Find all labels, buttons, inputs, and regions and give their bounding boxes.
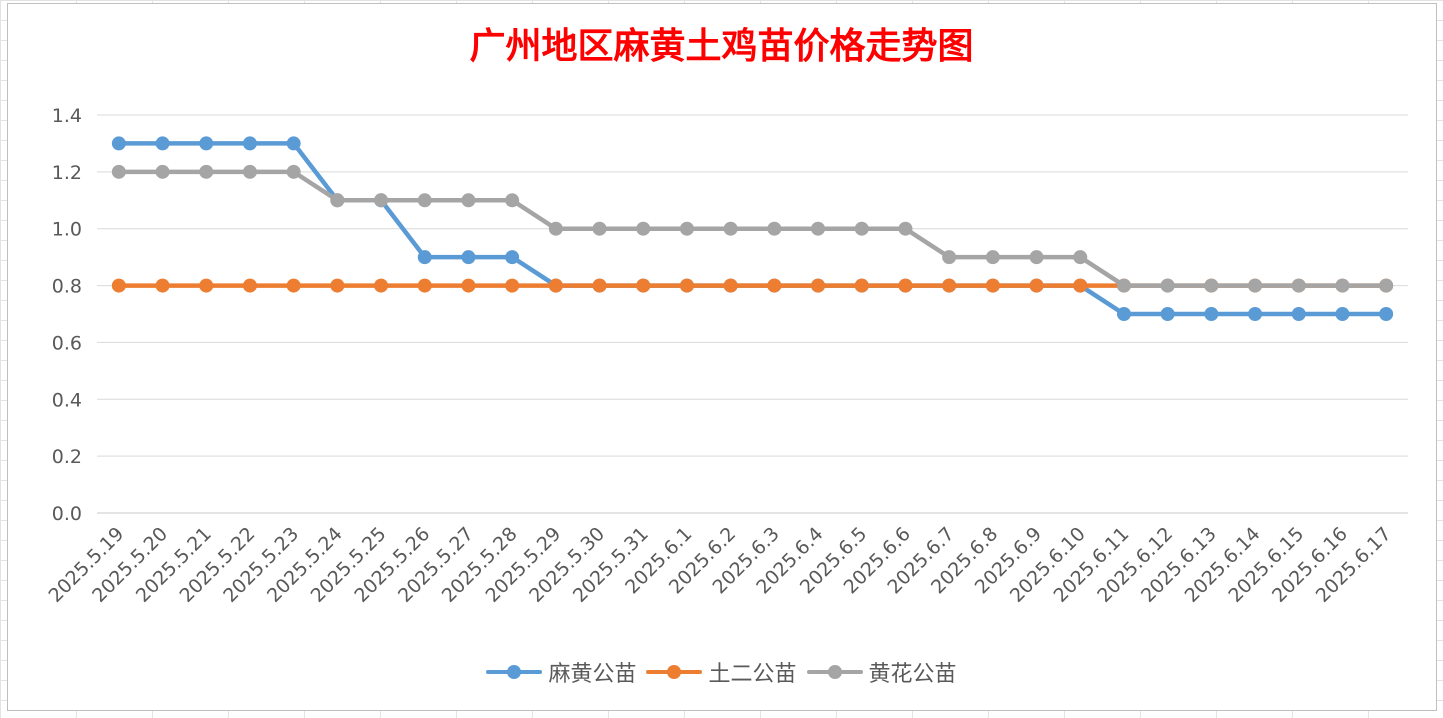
legend: 麻黄公苗 土二公苗 黄花公苗 xyxy=(0,652,1443,692)
data-point[interactable] xyxy=(505,193,520,208)
data-point[interactable] xyxy=(505,278,520,293)
data-point[interactable] xyxy=(1029,250,1044,265)
data-point[interactable] xyxy=(1204,278,1219,293)
data-point[interactable] xyxy=(417,278,432,293)
data-point[interactable] xyxy=(854,221,869,236)
data-point[interactable] xyxy=(942,278,957,293)
y-tick-label: 0.8 xyxy=(52,276,82,298)
data-point[interactable] xyxy=(1160,278,1175,293)
legend-label-0: 麻黄公苗 xyxy=(548,662,637,687)
chart-area[interactable] xyxy=(7,3,1437,711)
data-point[interactable] xyxy=(374,278,389,293)
data-point[interactable] xyxy=(592,221,607,236)
y-tick-label: 1.0 xyxy=(52,219,82,241)
data-point[interactable] xyxy=(1248,278,1263,293)
data-point[interactable] xyxy=(286,164,301,179)
legend-item-2[interactable]: 黄花公苗 xyxy=(806,656,957,688)
y-tick-label: 0.0 xyxy=(52,503,82,525)
data-point[interactable] xyxy=(1073,278,1088,293)
data-point[interactable] xyxy=(111,278,126,293)
data-point[interactable] xyxy=(155,136,170,151)
data-point[interactable] xyxy=(636,221,651,236)
data-point[interactable] xyxy=(1204,307,1219,321)
legend-item-0[interactable]: 麻黄公苗 xyxy=(486,656,636,688)
legend-item-1[interactable]: 土二公苗 xyxy=(646,656,797,688)
data-point[interactable] xyxy=(286,136,301,151)
data-point[interactable] xyxy=(592,278,607,293)
data-point[interactable] xyxy=(242,164,257,179)
data-point[interactable] xyxy=(286,278,301,293)
series-line-2 xyxy=(116,169,1389,288)
data-point[interactable] xyxy=(854,278,869,293)
legend-swatch-0 xyxy=(486,665,543,679)
data-point[interactable] xyxy=(461,193,476,208)
data-point[interactable] xyxy=(461,278,476,293)
data-point[interactable] xyxy=(942,250,957,265)
legend-label-1: 土二公苗 xyxy=(708,662,797,687)
data-point[interactable] xyxy=(1160,307,1175,321)
data-point[interactable] xyxy=(679,278,694,293)
data-point[interactable] xyxy=(767,278,782,293)
data-point[interactable] xyxy=(1335,278,1350,293)
y-tick-label: 0.6 xyxy=(52,332,82,354)
data-point[interactable] xyxy=(199,164,214,179)
data-point[interactable] xyxy=(548,278,563,293)
x-axis-ticks: 2025.5.192025.5.202025.5.212025.5.222025… xyxy=(44,523,1395,607)
data-point[interactable] xyxy=(898,221,913,236)
data-point[interactable] xyxy=(461,250,476,265)
data-point[interactable] xyxy=(155,164,170,179)
y-tick-label: 1.2 xyxy=(52,162,82,184)
data-point[interactable] xyxy=(1379,307,1394,321)
series-lines xyxy=(111,136,1394,321)
data-point[interactable] xyxy=(1116,278,1131,293)
data-point[interactable] xyxy=(242,278,257,293)
data-point[interactable] xyxy=(111,136,126,151)
data-point[interactable] xyxy=(985,278,1000,293)
legend-swatch-2 xyxy=(806,665,863,679)
data-point[interactable] xyxy=(985,250,1000,265)
data-point[interactable] xyxy=(242,136,257,151)
data-point[interactable] xyxy=(199,136,214,151)
data-point[interactable] xyxy=(723,221,738,236)
data-point[interactable] xyxy=(1335,307,1350,321)
data-point[interactable] xyxy=(811,221,826,236)
chart-title: 广州地区麻黄土鸡苗价格走势图 xyxy=(469,25,974,67)
data-point[interactable] xyxy=(417,193,432,208)
data-point[interactable] xyxy=(1116,307,1131,321)
data-point[interactable] xyxy=(330,278,345,293)
data-point[interactable] xyxy=(330,193,345,208)
data-point[interactable] xyxy=(636,278,651,293)
data-point[interactable] xyxy=(111,164,126,179)
data-point[interactable] xyxy=(679,221,694,236)
data-point[interactable] xyxy=(505,250,520,265)
data-point[interactable] xyxy=(767,221,782,236)
data-point[interactable] xyxy=(1291,307,1306,321)
data-point[interactable] xyxy=(1029,278,1044,293)
data-point[interactable] xyxy=(1073,250,1088,265)
data-point[interactable] xyxy=(723,278,738,293)
y-tick-label: 1.4 xyxy=(52,105,82,127)
data-point[interactable] xyxy=(199,278,214,293)
data-point[interactable] xyxy=(1379,278,1394,293)
data-point[interactable] xyxy=(898,278,913,293)
y-tick-label: 0.4 xyxy=(52,389,82,411)
y-axis-ticks: 0.0 0.2 0.4 0.6 0.8 1.0 1.2 1.4 xyxy=(52,105,82,525)
data-point[interactable] xyxy=(417,250,432,265)
y-tick-label: 0.2 xyxy=(52,446,82,468)
data-point[interactable] xyxy=(1248,307,1263,321)
data-point[interactable] xyxy=(155,278,170,293)
data-point[interactable] xyxy=(374,193,389,208)
data-point[interactable] xyxy=(811,278,826,293)
data-point[interactable] xyxy=(1291,278,1306,293)
legend-swatch-1 xyxy=(646,665,703,679)
legend-label-2: 黄花公苗 xyxy=(868,662,957,687)
data-point[interactable] xyxy=(548,221,563,236)
